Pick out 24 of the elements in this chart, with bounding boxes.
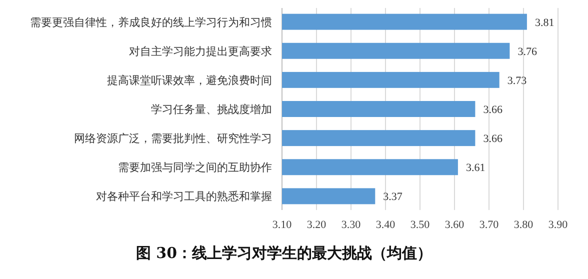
text: 图 30：线上学习对学生的最大挑战（均值） — [136, 244, 432, 262]
y-tick-label: 对各种平台和学习工具的熟悉和掌握 — [96, 190, 272, 204]
data-label: 3.76 — [518, 46, 538, 58]
x-tick-label: 3.40 — [376, 219, 396, 231]
data-label: 3.73 — [507, 74, 528, 87]
y-tick-label: 学习任务量、挑战度增加 — [151, 103, 272, 116]
y-tick-label: 对自主学习能力提出更高要求 — [129, 44, 272, 58]
data-label: 3.81 — [534, 16, 554, 29]
x-tick-label: 3.10 — [272, 219, 292, 231]
y-tick-label: 需要加强与同学之间的互助协作 — [118, 161, 272, 174]
data-label: 3.37 — [383, 191, 403, 204]
x-tick-label: 3.50 — [410, 219, 430, 231]
x-tick-label: 3.70 — [479, 219, 500, 231]
x-tick-label: 3.80 — [514, 219, 534, 231]
x-tick-label: 3.60 — [444, 219, 465, 231]
x-tick-label: 3.90 — [548, 219, 568, 231]
data-label: 3.66 — [483, 133, 503, 146]
y-tick-label: 网络资源广泛，需要批判性、研究性学习 — [74, 132, 272, 146]
data-label: 3.61 — [466, 162, 486, 174]
x-tick-label: 3.30 — [341, 219, 362, 231]
x-tick-label: 3.20 — [306, 219, 327, 231]
y-tick-label: 提高课堂听课效率，避免浪费时间 — [107, 74, 272, 87]
data-label: 3.66 — [483, 104, 503, 116]
y-tick-label: 需要更强自律性，养成良好的线上学习行为和习惯 — [30, 16, 272, 29]
